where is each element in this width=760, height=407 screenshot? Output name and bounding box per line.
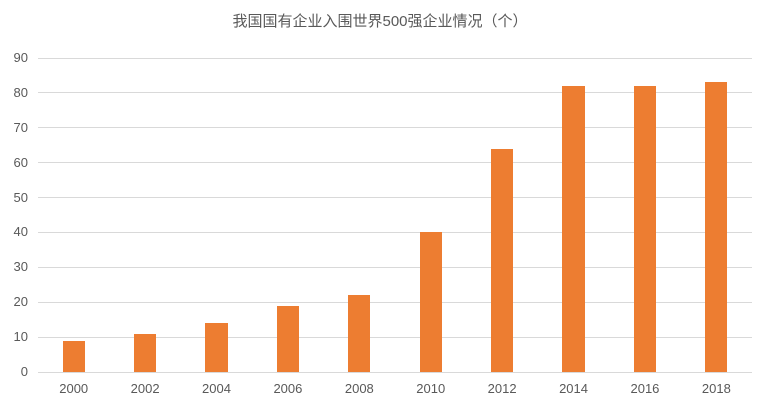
x-axis-tick-label: 2018 (701, 381, 731, 396)
y-axis-tick-label: 30 (13, 259, 28, 275)
gridline (38, 301, 752, 303)
gridline (38, 57, 752, 59)
x-axis-tick-label: 2000 (59, 381, 89, 396)
y-axis-tick-label: 90 (13, 50, 28, 65)
gridline (38, 127, 752, 129)
bar-2004 (205, 323, 228, 372)
plot-area (38, 57, 752, 373)
x-axis-tick-label: 2004 (202, 381, 231, 396)
x-axis-tick-label: 2010 (416, 381, 446, 396)
gridline (38, 266, 752, 268)
bar-cell (466, 58, 537, 372)
y-axis-tick-label: 60 (13, 154, 28, 170)
y-axis-tick-label: 50 (13, 189, 28, 205)
bar-2018 (705, 82, 728, 372)
y-axis-tick-label: 20 (13, 294, 28, 310)
bar-cell (395, 58, 466, 372)
bar-2016 (633, 85, 657, 372)
bar-2012 (491, 148, 514, 372)
x-axis-tick-label: 2002 (130, 381, 160, 396)
y-axis-tick-label: 10 (13, 329, 28, 345)
x-axis-tick-label: 2012 (487, 381, 517, 396)
bar-cell (181, 58, 252, 372)
bar-cell (681, 58, 752, 372)
gridline (38, 162, 752, 164)
gridlines (38, 57, 752, 373)
y-axis-tick-label: 70 (13, 119, 28, 135)
bar-2006 (276, 305, 299, 372)
gridline (38, 336, 752, 338)
bar-cell (109, 58, 180, 372)
y-axis-tick-label: 40 (13, 224, 28, 240)
chart-title: 我国国有企业入围世界500强企业情况（个） (232, 13, 528, 30)
bar-2002 (134, 333, 157, 372)
gridline (38, 92, 752, 94)
x-axis-tick-label: 2006 (273, 381, 303, 396)
y-axis-tick-label: 80 (13, 84, 28, 100)
y-axis-tick-label: 0 (20, 364, 28, 379)
bar-cell (38, 58, 109, 372)
bar-2000 (62, 340, 85, 372)
bar-cell (324, 58, 395, 372)
bar-cell (609, 58, 680, 372)
y-axis: 0 10 20 30 40 50 60 70 80 90 (0, 50, 28, 379)
bar-2010 (419, 232, 442, 372)
bar-series (38, 58, 752, 372)
bar-2014 (562, 85, 585, 372)
x-axis: 2000 2002 2004 2006 2008 2010 2012 2014 2016 2018 (38, 380, 752, 398)
x-axis-tick-label: 2008 (344, 381, 374, 396)
gridline (38, 197, 752, 199)
x-axis-tick-label: 2014 (559, 381, 588, 396)
gridline (38, 231, 752, 233)
bar-cell (252, 58, 323, 372)
bar-cell (538, 58, 609, 372)
x-axis-tick-label: 2016 (630, 381, 660, 396)
bar-2008 (348, 295, 371, 372)
gridline (38, 371, 752, 373)
